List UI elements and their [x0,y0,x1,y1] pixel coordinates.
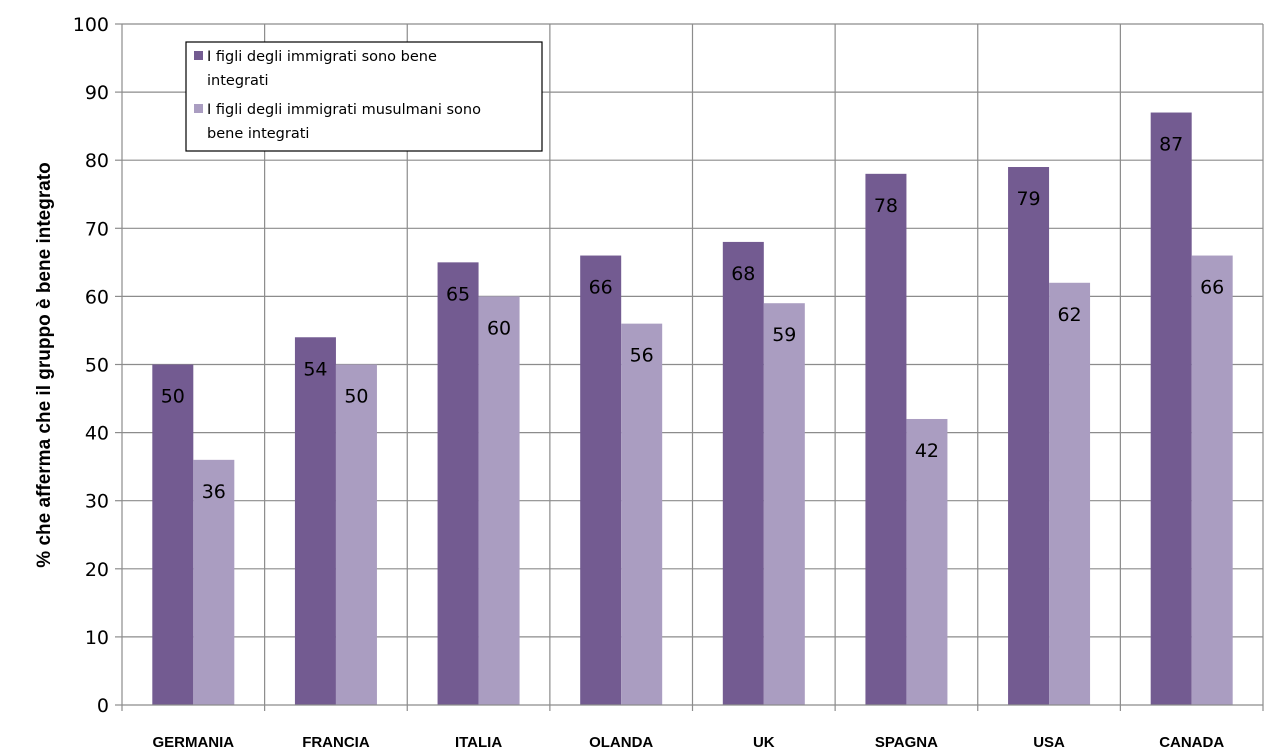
y-tick-label: 20 [85,559,109,581]
y-tick-label: 50 [85,355,109,377]
legend-label-series-1-line-2: integrati [207,73,269,89]
data-label: 42 [915,440,939,462]
bar-series-1 [152,364,194,705]
legend: I figli degli immigrati sono bene integr… [185,41,543,152]
y-tick-label: 70 [85,218,109,240]
x-tick-label: UK [753,734,775,750]
x-tick-label: USA [1033,734,1065,750]
axes [115,23,1264,711]
data-label: 50 [344,386,368,408]
data-labels: 50 54 65 66 68 78 79 87 36 50 60 56 59 42 62 66 [161,134,1225,503]
y-tick-label: 80 [85,150,109,172]
bar-series-2 [906,418,948,705]
data-label: 50 [161,386,185,408]
y-tick-label: 100 [73,14,109,36]
bar-series-2 [1191,255,1233,706]
y-tick-label: 0 [97,695,109,717]
bar-series-2 [478,296,520,705]
data-label: 87 [1159,134,1183,156]
bar-series-2 [763,303,805,705]
data-label: 62 [1057,304,1081,326]
data-label: 54 [303,358,327,380]
data-label: 68 [731,263,755,285]
legend-label-series-1-line-1: I figli degli immigrati sono bene [207,49,437,65]
y-tick-label: 90 [85,82,109,104]
legend-label-series-2-line-2: bene integrati [207,126,309,142]
y-axis-label: % che afferma che il gruppo è bene integ… [34,162,55,567]
bar-series-1 [1150,112,1192,705]
data-label: 79 [1016,188,1040,210]
bar-series-2 [621,323,663,705]
y-tick-label: 40 [85,423,109,445]
y-tick-label: 10 [85,627,109,649]
bar-series-1 [865,173,907,705]
data-label: 66 [589,277,613,299]
legend-swatch-series-2 [194,104,203,113]
y-tick-label: 60 [85,286,109,308]
y-tick-label: 30 [85,491,109,513]
x-tick-label: CANADA [1159,734,1224,750]
bar-series-2 [193,459,235,705]
bar-series-1 [294,337,336,705]
legend-label-series-2-line-1: I figli degli immigrati musulmani sono [207,102,481,118]
bar-series-2 [1049,282,1091,705]
legend-box [185,41,543,152]
x-tick-labels: GERMANIA FRANCIA ITALIA OLANDA UK SPAGNA USA CA… [152,734,1224,750]
bar-series-2 [335,364,377,705]
data-label: 36 [202,481,226,503]
data-label: 59 [772,324,796,346]
x-tick-label: GERMANIA [152,734,234,750]
x-tick-label: FRANCIA [302,734,370,750]
data-label: 60 [487,317,511,339]
bar-series-1 [580,255,622,706]
data-label: 56 [630,345,654,367]
bar-series-1 [437,262,479,705]
legend-swatch-series-1 [194,51,203,60]
x-tick-label: ITALIA [455,734,502,750]
bar-series-1 [1008,167,1050,705]
x-tick-label: OLANDA [589,734,653,750]
data-label: 66 [1200,277,1224,299]
x-tick-label: SPAGNA [875,734,938,750]
bars [152,112,1233,706]
y-tick-labels: 0 10 20 30 40 50 60 70 80 90 100 [73,14,109,717]
data-label: 65 [446,283,470,305]
data-label: 78 [874,195,898,217]
bar-series-1 [722,241,764,706]
